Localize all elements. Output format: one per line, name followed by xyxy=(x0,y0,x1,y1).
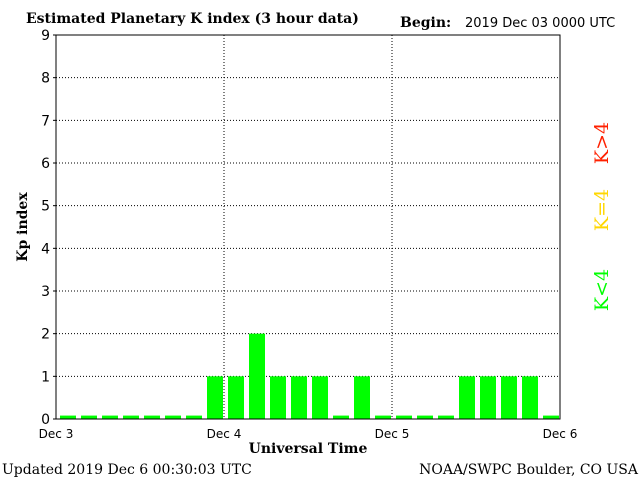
kp-bar xyxy=(312,376,328,419)
y-tick-label: 5 xyxy=(41,199,50,215)
kp-bar xyxy=(81,415,97,419)
y-tick-label: 9 xyxy=(41,28,50,44)
grid-lines xyxy=(56,35,560,419)
kp-bar xyxy=(480,376,496,419)
kp-bar xyxy=(417,415,433,419)
x-tick-label: Dec 6 xyxy=(543,427,578,441)
legend-label: K<4 xyxy=(591,269,613,311)
plot-frame xyxy=(55,34,561,420)
y-tick-label: 2 xyxy=(41,327,50,343)
y-tick-label: 6 xyxy=(41,156,50,172)
legend: K<4 K=4 K>4 xyxy=(591,122,613,311)
kp-bar xyxy=(123,415,139,419)
updated-timestamp: Updated 2019 Dec 6 00:30:03 UTC xyxy=(2,462,252,478)
x-axis-label: Universal Time xyxy=(249,441,368,457)
y-tick-label: 4 xyxy=(41,241,50,257)
kp-bar xyxy=(249,333,265,419)
x-tick-label: Dec 3 xyxy=(39,427,74,441)
x-tick-label: Dec 5 xyxy=(375,427,410,441)
kp-bar xyxy=(522,376,538,419)
chart-title: Estimated Planetary K index (3 hour data… xyxy=(26,11,359,27)
kp-bar xyxy=(186,415,202,419)
y-tick-label: 3 xyxy=(41,284,50,300)
y-tick-labels: 0 1 2 3 4 5 6 7 8 9 xyxy=(41,28,56,428)
kp-bar xyxy=(375,415,391,419)
kp-bar xyxy=(144,415,160,419)
kp-bar xyxy=(228,376,244,419)
kp-bar xyxy=(270,376,286,419)
kp-bar xyxy=(438,415,454,419)
kp-bar xyxy=(207,376,223,419)
legend-label: K=4 xyxy=(591,189,613,231)
kp-bar xyxy=(543,415,559,419)
y-axis-label: Kp index xyxy=(15,192,31,262)
y-tick-label: 1 xyxy=(41,369,50,385)
kp-bar xyxy=(60,415,76,419)
x-tick-labels: Dec 3 Dec 4 Dec 5 Dec 6 xyxy=(39,427,578,441)
kp-bar xyxy=(501,376,517,419)
bars-group xyxy=(60,333,559,419)
legend-label: K>4 xyxy=(591,122,613,164)
y-tick-label: 8 xyxy=(41,71,50,87)
begin-value: 2019 Dec 03 0000 UTC xyxy=(465,16,615,31)
kp-bar xyxy=(165,415,181,419)
credit-text: NOAA/SWPC Boulder, CO USA xyxy=(419,462,639,478)
kp-bar xyxy=(354,376,370,419)
begin-label: Begin: xyxy=(400,15,451,31)
kp-bar xyxy=(291,376,307,419)
y-tick-label: 7 xyxy=(41,113,50,129)
kp-bar xyxy=(396,415,412,419)
x-tick-label: Dec 4 xyxy=(207,427,242,441)
kp-bar xyxy=(459,376,475,419)
kp-bar xyxy=(102,415,118,419)
y-tick-label: 0 xyxy=(41,412,50,428)
kp-bar xyxy=(333,415,349,419)
